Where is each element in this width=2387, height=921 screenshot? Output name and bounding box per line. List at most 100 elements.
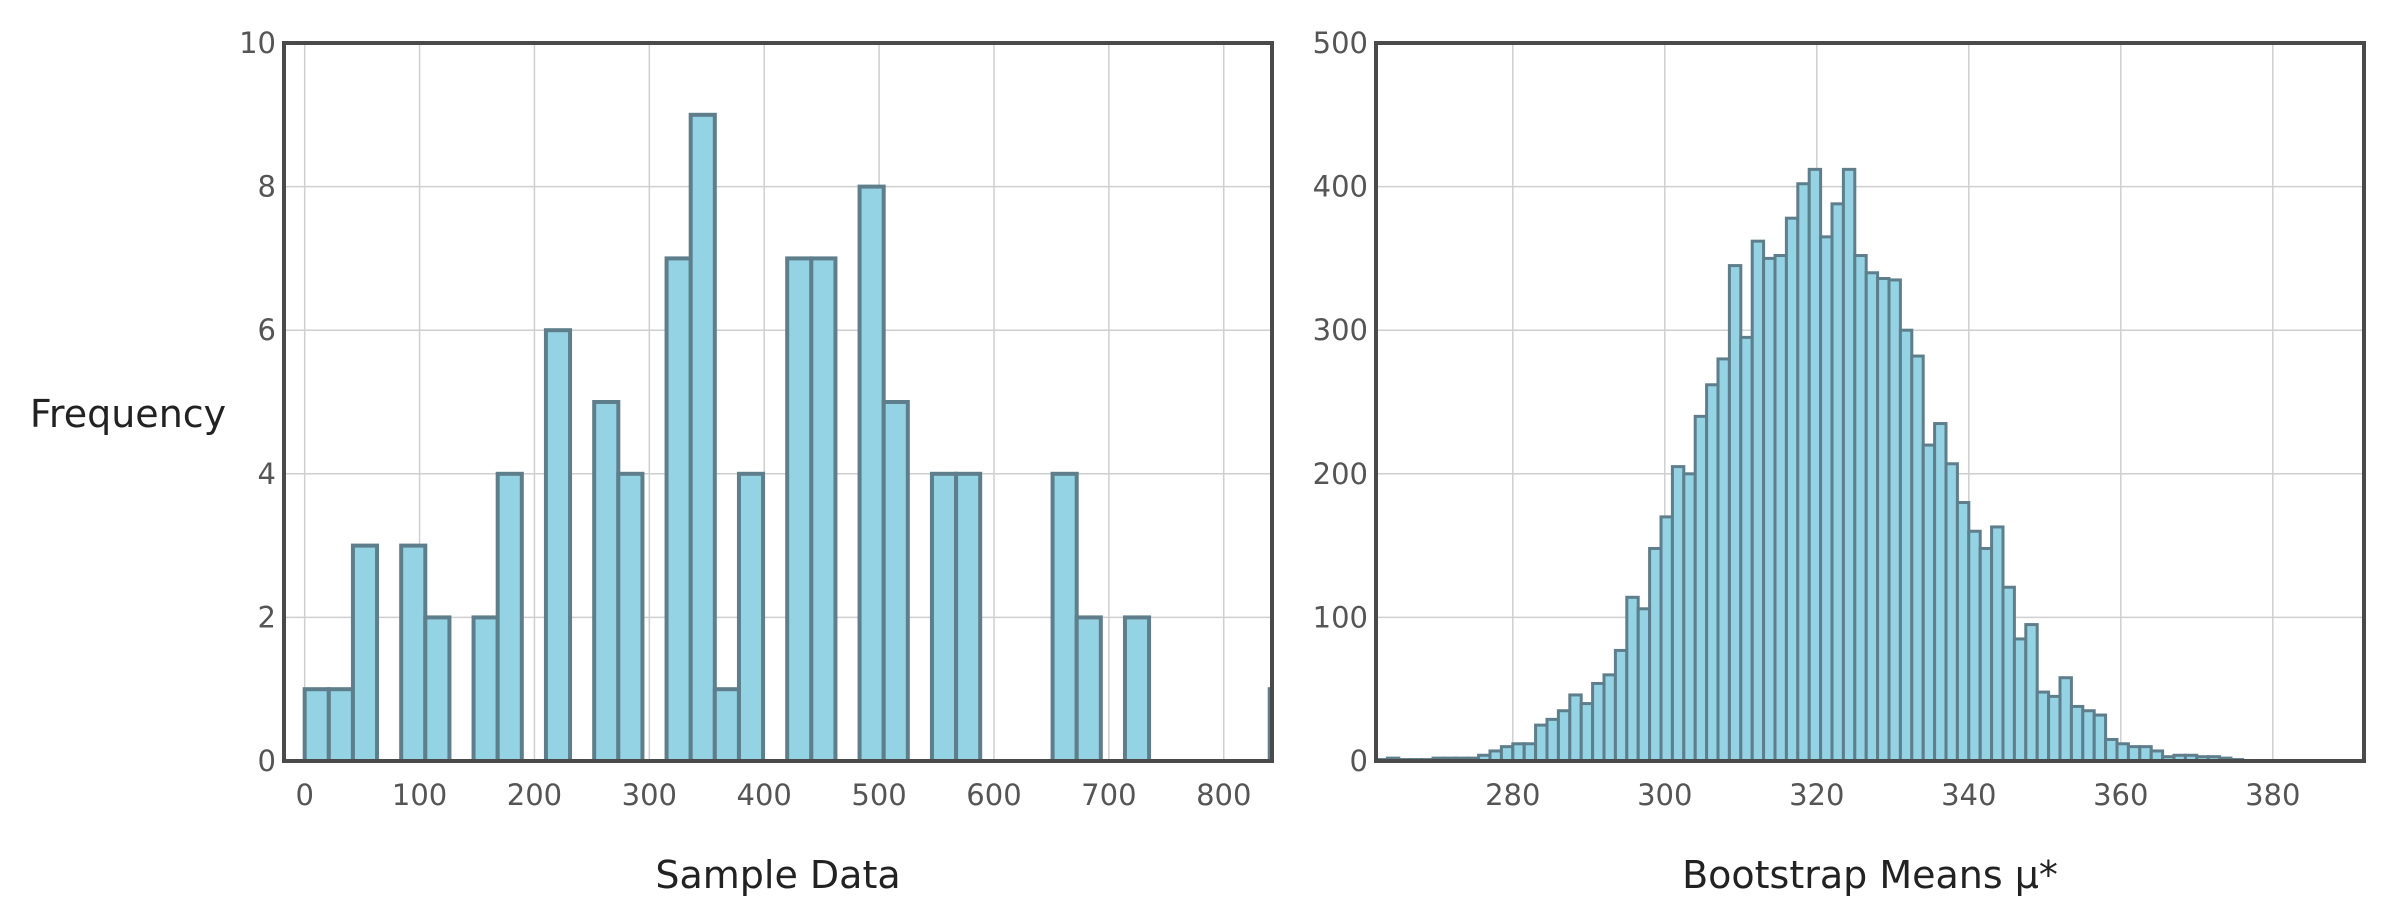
histogram-bar [2047, 694, 2062, 761]
histogram-bar [688, 112, 717, 761]
histogram-bar [712, 687, 741, 761]
histogram-bar [2104, 737, 2119, 761]
histogram-bar [1773, 254, 1788, 761]
histogram-bar [2069, 704, 2085, 761]
sample-bars [302, 112, 1487, 761]
histogram-bar [1921, 443, 1937, 761]
histogram-bar [1739, 335, 1754, 761]
histogram-bar [592, 400, 621, 761]
x-tick-label: 200 [507, 778, 562, 812]
histogram-bar [471, 615, 500, 761]
histogram-bar [1990, 525, 2005, 761]
x-tick-label: 700 [1081, 778, 1136, 812]
histogram-bar [1796, 182, 1811, 761]
histogram-bar [1727, 264, 1743, 761]
histogram-bar [1414, 617, 1438, 761]
histogram-bar [326, 687, 355, 761]
histogram-bar [2012, 637, 2028, 761]
y-tick-label: 4 [258, 457, 276, 491]
histogram-bar [495, 471, 524, 761]
sample-plot-frame [282, 41, 1274, 763]
x-tick-label: 500 [851, 778, 906, 812]
histogram-bar [1807, 167, 1823, 761]
x-tick-label: 0 [295, 778, 313, 812]
y-tick-label: 8 [258, 170, 276, 204]
histogram-bar [1716, 357, 1731, 761]
histogram-bar [1499, 745, 1515, 761]
bootstrap-bars [1376, 167, 2244, 761]
x-tick-label: 100 [392, 778, 447, 812]
histogram-bar [1705, 383, 1720, 761]
histogram-bar [929, 471, 959, 761]
x-axis-label: Sample Data [655, 853, 900, 897]
y-tick-label: 500 [1313, 26, 1368, 60]
histogram-bar [1784, 216, 1800, 761]
x-axis-label: Bootstrap Means μ* [1682, 853, 2058, 897]
histogram-bar [1944, 462, 1959, 761]
y-tick-label: 2 [258, 600, 276, 634]
histogram-bar [1967, 529, 1982, 761]
sample-data-histogram: 0 100 200 300 400 500 600 700 800 0 2 4 6 8 10 Sample D… [30, 26, 1487, 897]
y-tick-label: 10 [239, 26, 276, 60]
histogram-bar [1659, 515, 1674, 761]
x-tick-label: 340 [1941, 778, 1996, 812]
histogram-bar [1545, 717, 1560, 761]
histogram-bar [857, 184, 886, 761]
histogram-bar [1625, 595, 1640, 761]
histogram-bar [1762, 256, 1777, 761]
histogram-bar [350, 543, 380, 761]
bootstrap-means-histogram: 280 300 320 340 360 380 0 100 200 300 400 500 Bootst… [1313, 26, 2366, 897]
histogram-bar [1122, 615, 1152, 761]
histogram-bar [1887, 278, 1902, 761]
histogram-bar [1579, 702, 1595, 761]
histogram-bar [1864, 271, 1880, 761]
histogram-bar [954, 471, 983, 761]
histogram-bar [1556, 709, 1572, 761]
histogram-bar [1670, 465, 1686, 761]
histogram-bar [1568, 693, 1583, 761]
histogram-bar [399, 543, 428, 761]
histogram-bar [1636, 607, 1652, 761]
histogram-bar [543, 328, 573, 761]
histogram-bar [1602, 673, 1617, 761]
histogram-bar [2092, 713, 2108, 761]
y-axis-label: Frequency [30, 392, 226, 436]
histogram-bar [1511, 742, 1526, 761]
histogram-bar [664, 256, 693, 761]
histogram-bar [2058, 676, 2073, 761]
histogram-bar [1591, 681, 1606, 761]
histogram-bar [785, 256, 814, 761]
histogram-bar [1830, 202, 1845, 761]
histogram-bar [881, 400, 910, 761]
histogram-bar [2081, 709, 2096, 761]
histogram-bar [1648, 546, 1663, 761]
histogram-bar [1933, 422, 1948, 761]
y-tick-label: 400 [1313, 170, 1368, 204]
y-tick-label: 100 [1313, 600, 1368, 634]
histogram-bar [1819, 235, 1834, 761]
histogram-bar [302, 687, 331, 761]
histogram-bar [2001, 585, 2016, 761]
histogram-bar [1898, 328, 1914, 761]
x-tick-label: 320 [1789, 778, 1844, 812]
histogram-bar [1693, 414, 1709, 761]
histogram-bar [1853, 254, 1868, 761]
x-tick-label: 600 [966, 778, 1021, 812]
histogram-bar [1682, 472, 1697, 761]
y-tick-label: 6 [258, 313, 276, 347]
histogram-bar [1910, 354, 1925, 761]
histogram-bar [1463, 689, 1487, 761]
histogram-bar [2024, 623, 2039, 761]
histogram-bar [1522, 742, 1538, 761]
histogram-bar [1750, 239, 1766, 761]
bootstrap-plot-frame [1374, 41, 2366, 763]
x-tick-label: 360 [2093, 778, 2148, 812]
x-tick-label: 800 [1196, 778, 1251, 812]
histogram-bar [736, 471, 766, 761]
x-tick-label: 300 [622, 778, 677, 812]
y-tick-label: 300 [1313, 313, 1368, 347]
histogram-bar [1534, 723, 1549, 761]
histogram-bar [1876, 277, 1891, 761]
histogram-bar [1955, 501, 1971, 761]
